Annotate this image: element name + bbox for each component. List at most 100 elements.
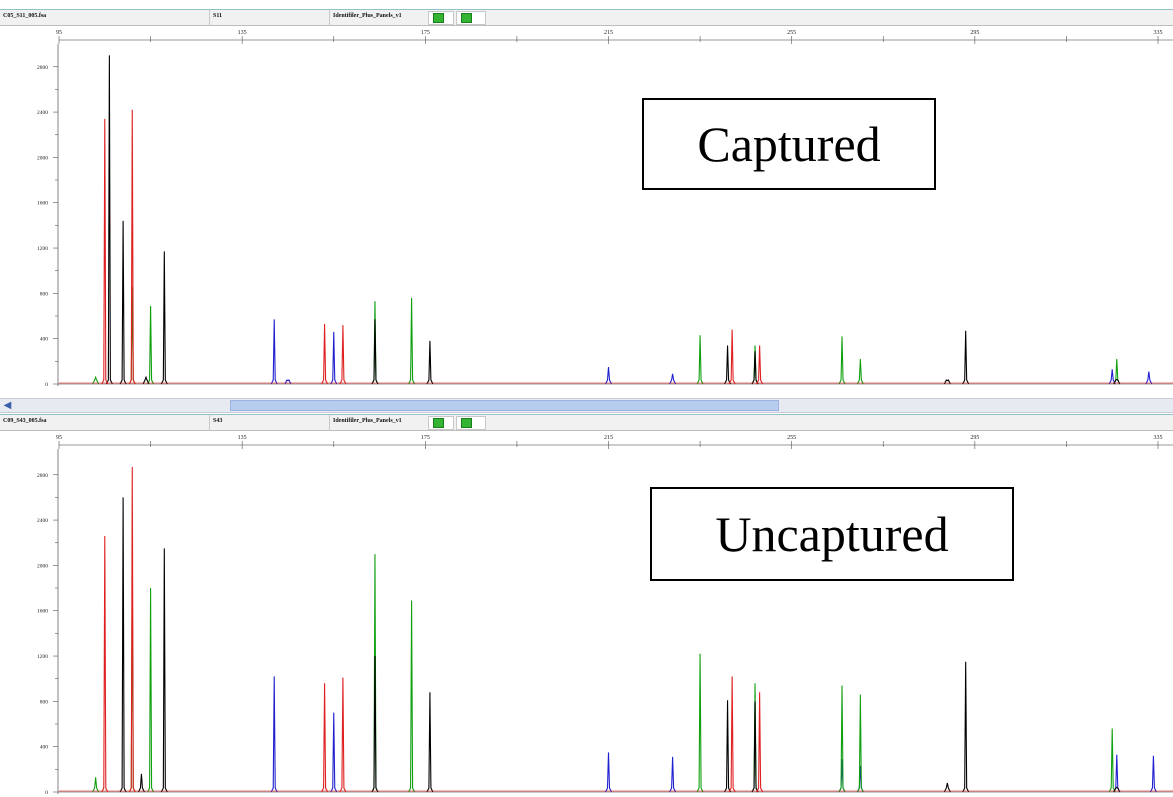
peak-blue: [330, 331, 338, 385]
panel-name: Identifiler_Plus_Panels_v1: [333, 13, 402, 19]
peak-black: [105, 55, 113, 385]
peak-black: [724, 700, 732, 793]
x-tick-label: 175: [421, 30, 430, 36]
x-tick-label: 295: [970, 435, 979, 441]
peak-green: [147, 588, 155, 793]
peak-green: [408, 297, 416, 385]
scroll-left-icon[interactable]: ◀: [3, 400, 12, 411]
peak-blue: [605, 752, 612, 793]
peak-green: [856, 694, 864, 793]
peak-black: [426, 692, 434, 793]
peak-red: [728, 676, 736, 793]
peak-blue: [270, 319, 278, 385]
peak-black: [160, 251, 168, 385]
peak-black: [119, 497, 127, 793]
peak-red: [128, 109, 136, 385]
y-tick-label: 1200: [37, 654, 48, 660]
y-tick-label: 800: [40, 699, 49, 705]
panel-header-captured: C05_S11_005.fsa S11 Identifiler_Plus_Pan…: [0, 9, 1173, 26]
peak-blue: [284, 379, 292, 385]
peak-red: [101, 535, 109, 793]
dye-toggle-icon: [433, 418, 444, 428]
x-tick-label: 215: [604, 435, 613, 441]
peak-black: [1113, 786, 1121, 793]
peak-black: [751, 701, 759, 793]
peak-green: [128, 286, 136, 385]
x-tick-label: 135: [238, 30, 247, 36]
chart-label-uncaptured: Uncaptured: [650, 487, 1014, 581]
peak-red: [128, 466, 136, 793]
file-name: C05_S11_005.fsa: [0, 10, 210, 26]
x-tick-label: 295: [970, 30, 979, 36]
peak-black: [371, 319, 379, 385]
peak-red: [339, 677, 347, 793]
x-tick-label: 215: [604, 30, 613, 36]
peak-blue: [856, 765, 864, 793]
x-tick-label: 135: [238, 435, 247, 441]
peak-red: [756, 345, 764, 385]
dye-toggle-box[interactable]: [428, 11, 454, 25]
horizontal-scrollbar[interactable]: ◀: [0, 398, 1173, 413]
y-tick-label: 2800: [37, 65, 48, 71]
peak-black: [137, 773, 145, 793]
x-tick-label: 95: [56, 435, 62, 441]
x-tick-label: 95: [56, 30, 62, 36]
dye-toggle-box[interactable]: [456, 11, 486, 25]
peak-red: [101, 118, 109, 385]
peak-blue: [270, 676, 278, 793]
peak-green: [408, 600, 416, 793]
y-tick-label: 0: [45, 790, 48, 796]
peak-black: [751, 351, 759, 385]
dye-toggle-icon: [461, 418, 472, 428]
peak-black: [962, 661, 970, 793]
peak-green: [838, 685, 846, 793]
chart-label-captured: Captured: [642, 98, 936, 190]
peak-green: [838, 336, 846, 385]
peak-black: [1113, 378, 1121, 385]
y-tick-label: 1600: [37, 609, 48, 615]
peak-red: [321, 683, 329, 793]
y-tick-label: 1200: [37, 246, 48, 252]
peak-blue: [330, 712, 338, 793]
y-tick-label: 2400: [37, 110, 48, 116]
peak-blue: [1108, 369, 1116, 385]
peak-blue: [838, 759, 846, 793]
dye-toggle-icon: [433, 13, 444, 23]
peak-green: [92, 777, 100, 793]
y-tick-label: 0: [45, 382, 48, 388]
chart-captured: 95 135 175 215 255 295 335 0 400 800 1200 1600 2000 2…: [37, 30, 1173, 388]
peak-green: [696, 335, 704, 385]
peak-blue: [669, 756, 677, 793]
peak-black: [943, 379, 951, 385]
y-tick-label: 2400: [37, 518, 48, 524]
peak-blue: [1145, 371, 1153, 385]
y-tick-label: 1600: [37, 201, 48, 207]
peak-red: [321, 323, 329, 385]
file-name: C09_S43_005.fsa: [0, 415, 210, 431]
peak-black: [724, 345, 732, 385]
dye-toggle-icon: [461, 13, 472, 23]
peak-black: [142, 375, 150, 385]
dye-toggle-box[interactable]: [428, 416, 454, 430]
x-tick-label: 335: [1154, 30, 1163, 36]
scroll-thumb[interactable]: [230, 400, 779, 411]
y-tick-label: 2800: [37, 473, 48, 479]
electropherogram-captured: 95 135 175 215 255 295 335 0 400 800 1200 1600 2000 2…: [0, 27, 1173, 398]
peak-green: [856, 359, 864, 385]
peak-blue: [605, 366, 612, 385]
peak-black: [160, 548, 168, 793]
chart-uncaptured: 95 135 175 215 255 295 335 0 400 800 1200 1600 2000 2…: [37, 435, 1173, 796]
peak-red: [339, 325, 347, 385]
y-tick-label: 400: [40, 745, 49, 751]
peak-blue: [1113, 754, 1121, 793]
y-tick-label: 2000: [37, 155, 48, 161]
y-tick-label: 400: [40, 337, 49, 343]
x-tick-label: 255: [787, 30, 796, 36]
sample-name: S11: [210, 10, 330, 26]
dye-toggle-box[interactable]: [456, 416, 486, 430]
peak-black: [371, 656, 379, 793]
peak-green: [92, 375, 100, 385]
peak-black: [962, 330, 970, 385]
panel-header-uncaptured: C09_S43_005.fsa S43 Identifiler_Plus_Pan…: [0, 414, 1173, 431]
x-tick-label: 175: [421, 435, 430, 441]
